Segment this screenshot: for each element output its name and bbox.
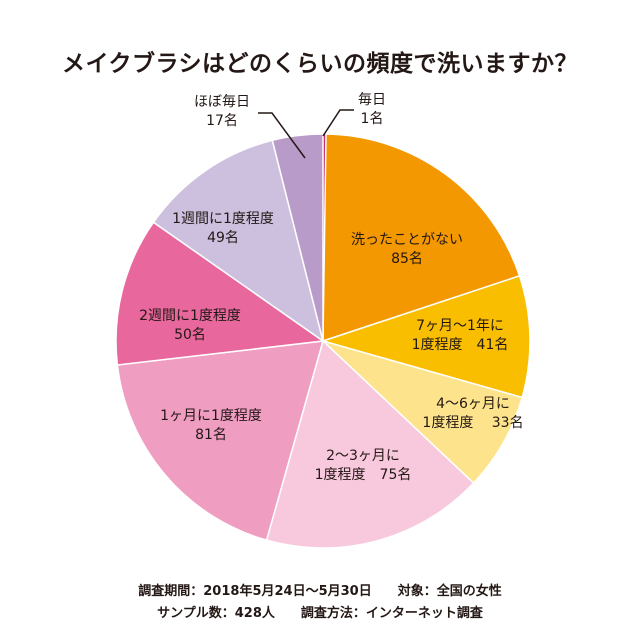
slice-label-line: 1度程度 33名 xyxy=(422,415,523,431)
slice-label-line: 1名 xyxy=(361,111,384,127)
slice-label-line: 1週間に1度程度 xyxy=(172,211,274,227)
slice-label-3: 4〜6ヶ月に 1度程度 33名 xyxy=(422,396,523,431)
slice-label-line: 17名 xyxy=(206,113,238,129)
pie-slice-3 xyxy=(322,340,524,485)
pie-slice-2 xyxy=(320,274,531,399)
slice-label-line: 2週間に1度程度 xyxy=(139,308,241,324)
slice-label-line: 1度程度 41名 xyxy=(412,337,509,353)
slice-label-7: 1週間に1度程度 49名 xyxy=(172,211,274,246)
slice-label-5: 1ヶ月に1度程度 81名 xyxy=(160,408,262,443)
pie-slice-7 xyxy=(152,139,325,343)
footer-sample-method: サンプル数：428人 調査方法：インターネット調査 xyxy=(157,606,483,621)
pie-slice-4 xyxy=(265,339,475,549)
leader-line-almost-daily xyxy=(258,112,306,159)
slice-label-line: 49名 xyxy=(207,230,239,246)
pie-slice-1 xyxy=(322,133,521,343)
slice-label-line: 2〜3ヶ月に xyxy=(326,448,400,464)
leader-line-daily xyxy=(322,109,354,137)
slice-label-line: 4〜6ヶ月に xyxy=(436,396,510,412)
pie-slice-8 xyxy=(271,133,324,342)
slice-label-line: 1ヶ月に1度程度 xyxy=(160,408,262,424)
slice-label-line: 81名 xyxy=(195,427,227,443)
slice-label-line: 洗ったことがない xyxy=(351,232,463,248)
slice-label-line: 85名 xyxy=(391,251,423,267)
slice-label-line: 1度程度 75名 xyxy=(315,467,412,483)
slice-label-line: ほぼ毎日 xyxy=(194,94,250,110)
slice-label-1: 洗ったことがない 85名 xyxy=(351,232,463,267)
slice-label-6: 2週間に1度程度 50名 xyxy=(139,308,241,343)
slice-label-line: 50名 xyxy=(174,327,206,343)
chart-title: メイクブラシはどのくらいの頻度で洗いますか？ xyxy=(61,51,579,77)
slice-label-0: 毎日 1名 xyxy=(358,92,386,127)
slice-label-line: 7ヶ月〜1年に xyxy=(416,318,504,334)
slice-label-8: ほぼ毎日 17名 xyxy=(194,94,250,129)
slice-label-2: 7ヶ月〜1年に 1度程度 41名 xyxy=(412,318,509,353)
slice-label-line: 毎日 xyxy=(358,92,386,108)
pie-slice-6 xyxy=(115,221,326,366)
footer-survey-period: 調査期間：2018年5月24日〜5月30日 対象：全国の女性 xyxy=(138,584,502,599)
slice-label-4: 2〜3ヶ月に 1度程度 75名 xyxy=(315,448,412,483)
pie-slice-5 xyxy=(116,340,325,542)
